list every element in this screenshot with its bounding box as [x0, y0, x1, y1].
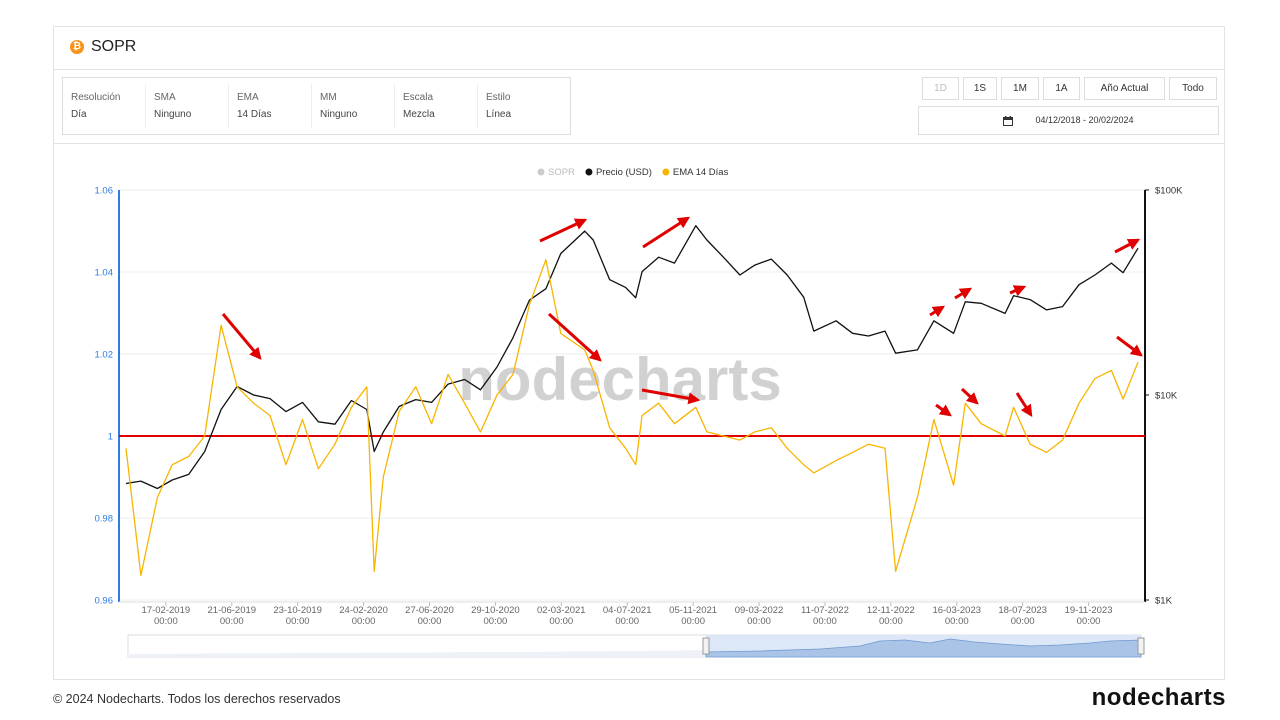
x-tick-label: 29-10-2020 00:00 — [471, 605, 520, 627]
setting[interactable]: Escala Mezcla — [395, 84, 478, 128]
x-tick-label: 23-10-2019 00:00 — [273, 605, 322, 627]
panel-header: ₿ SOPR — [54, 27, 1224, 70]
legend-marker — [585, 168, 593, 176]
x-tick-label: 16-03-2023 00:00 — [932, 605, 982, 627]
navigator-area — [128, 650, 706, 657]
legend-marker — [662, 168, 670, 176]
legend-item[interactable]: Precio (USD) — [585, 167, 652, 178]
y-tick-label: 1.04 — [95, 268, 114, 279]
setting-label: Estilo — [486, 92, 511, 103]
range-button[interactable]: 1M — [1001, 77, 1039, 100]
annotation-arrow — [547, 312, 602, 362]
setting[interactable]: MM Ninguno — [312, 84, 395, 128]
setting[interactable]: Resolución Día — [63, 84, 146, 128]
x-tick-label: 05-11-2021 00:00 — [669, 605, 718, 627]
x-tick-label: 17-02-2019 00:00 — [141, 605, 191, 627]
legend-item[interactable]: SOPR — [537, 167, 576, 178]
annotation-arrow — [954, 287, 973, 300]
y2-tick-label: $1K — [1155, 596, 1173, 607]
legend-label: Precio (USD) — [596, 167, 652, 178]
x-tick-label: 12-11-2022 00:00 — [866, 605, 915, 627]
setting-value: 14 Días — [237, 109, 272, 120]
annotation-arrow — [641, 388, 701, 405]
date-range: 04/12/2018 - 20/02/2024 — [1035, 115, 1134, 125]
x-tick-label: 11-07-2022 00:00 — [800, 605, 849, 627]
annotation-arrow — [1114, 238, 1141, 254]
legend-label: EMA 14 Días — [673, 167, 729, 178]
setting-value: Mezcla — [403, 109, 435, 120]
setting-label: SMA — [154, 92, 176, 103]
setting[interactable]: Estilo Línea — [478, 84, 561, 128]
settings-box: Resolución Día SMA Ninguno EMA 14 Días MM Ningu… — [62, 77, 571, 135]
y-tick-label: 0.98 — [95, 514, 114, 525]
setting-label: Escala — [403, 92, 434, 103]
annotation-arrow — [221, 313, 262, 360]
y-tick-label: 1.02 — [95, 350, 114, 361]
navigator-handle[interactable] — [1137, 637, 1145, 655]
footer-copyright: © 2024 Nodecharts. Todos los derechos re… — [53, 692, 341, 706]
panel-title: SOPR — [91, 38, 137, 55]
x-tick-label: 19-11-2023 00:00 — [1064, 605, 1113, 627]
y-tick-label: 1 — [108, 432, 113, 443]
series-line — [125, 259, 1139, 577]
y2-tick-label: $10K — [1155, 391, 1178, 402]
range-buttons: 1D 1S 1M 1A Año Actual Todo — [922, 77, 1217, 100]
range-button[interactable]: 1S — [963, 77, 997, 100]
annotation-arrow — [1015, 392, 1033, 418]
series-line — [125, 225, 1139, 490]
setting-value: Ninguno — [320, 109, 358, 120]
range-button: 1D — [922, 77, 959, 100]
bitcoin-icon: ₿ — [70, 40, 84, 54]
y2-tick-label: $100K — [1155, 186, 1183, 197]
annotation-arrow — [935, 403, 952, 417]
legend-label: SOPR — [548, 167, 575, 178]
annotation-arrow — [929, 305, 946, 318]
x-tick-label: 02-03-2021 00:00 — [536, 605, 586, 627]
calendar-icon — [1003, 115, 1014, 126]
y-tick-label: 0.96 — [95, 596, 114, 607]
setting-label: Resolución — [71, 92, 121, 103]
annotation-arrow — [642, 216, 691, 249]
navigator-handle[interactable] — [702, 637, 710, 655]
setting-value: Ninguno — [154, 109, 192, 120]
setting[interactable]: SMA Ninguno — [146, 84, 229, 128]
range-button[interactable]: Todo — [1169, 77, 1217, 100]
x-tick-label: 09-03-2022 00:00 — [734, 605, 784, 627]
setting-value: Línea — [486, 109, 512, 120]
setting-label: MM — [320, 92, 337, 103]
date-range-picker[interactable]: 04/12/2018 - 20/02/2024 — [918, 106, 1219, 135]
range-button[interactable]: 1A — [1043, 77, 1080, 100]
legend-item[interactable]: EMA 14 Días — [662, 167, 729, 178]
setting[interactable]: EMA 14 Días — [229, 84, 312, 128]
divider — [54, 143, 1224, 144]
setting-label: EMA — [237, 92, 259, 103]
x-tick-label: 21-06-2019 00:00 — [207, 605, 257, 627]
x-tick-label: 18-07-2023 00:00 — [998, 605, 1047, 627]
x-tick-label: 04-07-2021 00:00 — [602, 605, 652, 627]
annotation-arrow — [960, 387, 979, 405]
annotation-arrow — [1116, 335, 1143, 357]
watermark: nodecharts — [458, 346, 781, 413]
range-button[interactable]: Año Actual — [1084, 77, 1165, 100]
legend-marker — [537, 168, 545, 176]
annotation-arrow — [1009, 285, 1027, 297]
panel: ₿ SOPR Resolución Día SMA Ninguno EMA 14 Días… — [53, 26, 1225, 680]
navigator[interactable] — [127, 634, 1145, 658]
setting-value: Día — [71, 109, 87, 120]
x-tick-label: 27-06-2020 00:00 — [405, 605, 454, 627]
annotation-arrow — [539, 218, 588, 243]
footer-logo: nodecharts — [1091, 684, 1226, 711]
x-tick-label: 24-02-2020 00:00 — [339, 605, 388, 627]
y-tick-label: 1.06 — [95, 186, 114, 197]
